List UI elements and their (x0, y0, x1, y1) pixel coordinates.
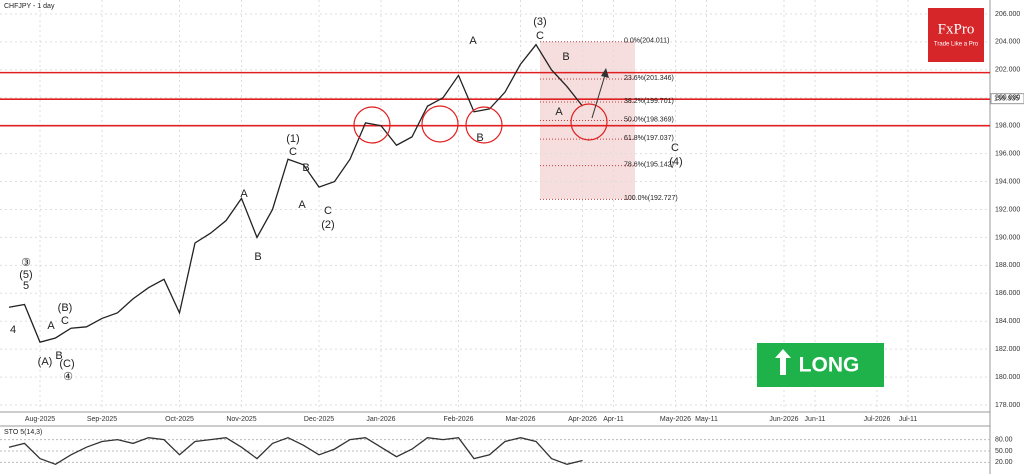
fib-label: 100.0%(192.727) (624, 195, 678, 202)
y-tick-label: 192.000 (995, 206, 1020, 213)
chart-title: CHFJPY - 1 day (4, 3, 55, 10)
x-tick-label: Jul-2026 (864, 416, 891, 423)
x-tick-label: Apr-11 (603, 416, 624, 423)
signal-label: LONG (799, 354, 860, 377)
wave-label: A (47, 320, 55, 332)
y-tick-label: 184.000 (995, 318, 1020, 325)
x-tick-label: Jan-2026 (366, 416, 395, 423)
y-tick-label: 188.000 (995, 262, 1020, 269)
wave-label: B (254, 251, 261, 263)
highlight-circle (465, 106, 503, 144)
brand-tagline: Trade Like a Pro (934, 42, 979, 48)
y-tick-label: 178.000 (995, 402, 1020, 409)
indicator-tick-label: 20.00 (995, 459, 1013, 466)
signal-button (757, 343, 884, 387)
x-tick-label: Jun-11 (805, 416, 826, 423)
wave-label: C (671, 142, 679, 154)
marks-layer: 0.0%(204.011) 23.6%(201.346) 38.2%(199.701… (0, 38, 1024, 466)
indicator-line (8, 436, 583, 466)
y-tick-label: 182.000 (995, 346, 1020, 353)
highlight-circle (570, 103, 608, 141)
fib-label: 78.6%(195.142) (624, 161, 674, 168)
wave-label: C (61, 315, 69, 327)
wave-label: B (562, 51, 569, 63)
brand-name: FxPro (938, 21, 975, 37)
wave-label: (2) (321, 219, 334, 231)
indicator-title: STO 5(14,3) (4, 429, 42, 436)
brand-box (928, 8, 984, 62)
y-tick-label: 196.000 (995, 150, 1020, 157)
x-tick-label: May-11 (695, 416, 718, 423)
wave-label: 5 (23, 280, 29, 292)
wave-label: B (55, 350, 62, 362)
grid-layer (0, 0, 991, 474)
indicator-tick-label: 50.00 (995, 448, 1013, 455)
wave-label: C (324, 205, 332, 217)
y-tick-label: 190.000 (995, 234, 1020, 241)
y-tick-label: 186.000 (995, 290, 1020, 297)
fib-label: 61.8%(197.037) (624, 135, 674, 142)
wave-label: (3) (533, 16, 546, 28)
fib-label: 23.6%(201.346) (624, 75, 674, 82)
wave-labels: (3) C A B A C (4) (1) C B A A C (2) B B … (10, 16, 683, 383)
wave-label: A (298, 199, 306, 211)
y-tick-label: 200.000 (995, 95, 1020, 102)
up-arrow-icon (775, 349, 791, 375)
wave-label: B (302, 162, 309, 174)
y-tick-label: 202.000 (995, 67, 1020, 74)
x-tick-label: Aug-2025 (25, 416, 55, 423)
wave-label: A (240, 188, 248, 200)
wave-label: (5) (19, 269, 32, 281)
price-line (8, 43, 584, 343)
arrow-head (601, 68, 609, 78)
indicator-tick-label: 80.00 (995, 436, 1013, 443)
x-tick-label: Apr-2026 (568, 416, 597, 423)
x-tick-label: Mar-2026 (506, 416, 536, 423)
highlight-circle (421, 105, 459, 143)
fib-label: 50.0%(198.369) (624, 116, 674, 123)
x-tick-label: Nov-2025 (226, 416, 256, 423)
wave-label: ④ (63, 371, 73, 383)
y-tick-label: 180.000 (995, 374, 1020, 381)
wave-label: (1) (286, 133, 299, 145)
wave-label: (B) (58, 302, 73, 314)
wave-label: C (536, 30, 544, 42)
y-tick-label: 198.000 (995, 123, 1020, 130)
wave-label: (4) (669, 156, 682, 168)
x-tick-label: Dec-2025 (304, 416, 334, 423)
wave-label: A (555, 106, 563, 118)
wave-label: B (476, 132, 483, 144)
wave-label: A (469, 35, 477, 47)
projection-arrow (591, 74, 606, 119)
x-tick-label: Sep-2025 (87, 416, 117, 423)
y-tick-label: 194.000 (995, 178, 1020, 185)
highlight-circle (353, 106, 391, 144)
wave-label: (A) (38, 356, 53, 368)
x-tick-label: Feb-2026 (444, 416, 474, 423)
wave-label: 4 (10, 324, 16, 336)
circles (353, 103, 608, 144)
fib-zone (540, 42, 635, 199)
y-tick-label: 204.000 (995, 39, 1020, 46)
x-tick-label: Oct-2025 (165, 416, 194, 423)
x-tick-label: Jul-11 (899, 416, 918, 423)
wave-label: (C) (59, 358, 74, 370)
x-tick-label: Jun-2026 (769, 416, 798, 423)
fib-label: 38.2%(199.701) (624, 98, 674, 105)
wave-label: ③ (21, 257, 31, 269)
price-tag-label: 199.935 (994, 96, 1019, 103)
y-tick-label: 206.000 (995, 11, 1020, 18)
wave-label: C (289, 146, 297, 158)
fib-label: 0.0%(204.011) (624, 38, 669, 45)
x-tick-label: May-2026 (660, 416, 691, 423)
price-tag (990, 93, 1024, 105)
